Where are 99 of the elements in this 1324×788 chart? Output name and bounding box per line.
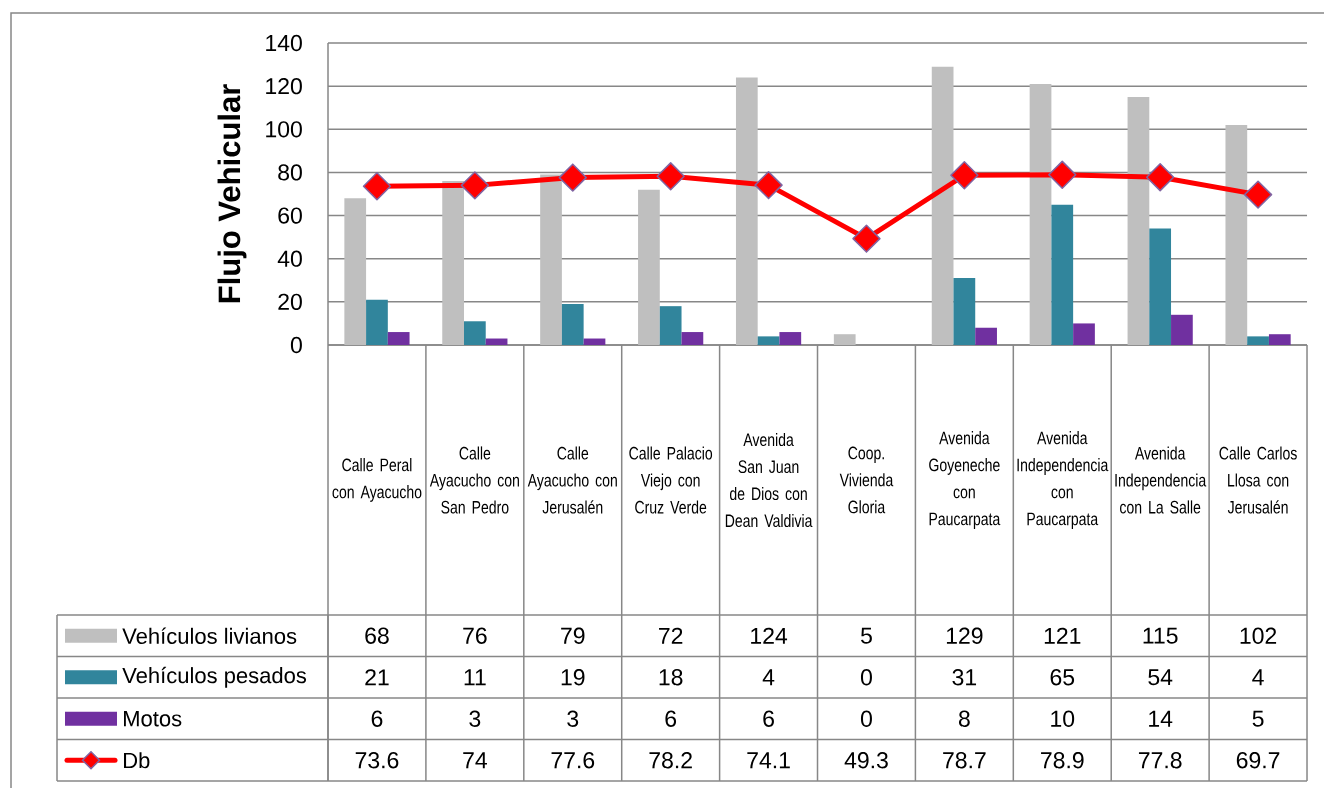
bar (1029, 83, 1052, 345)
data-label: 79 (561, 627, 585, 644)
data-label: 74.1 (747, 752, 790, 769)
data-label: 74 (463, 752, 487, 769)
data-label: 6 (665, 710, 677, 727)
data-label: 78.7 (943, 752, 986, 769)
point (558, 163, 587, 192)
bar (463, 321, 486, 345)
bar (757, 336, 780, 345)
data-label: 19 (561, 669, 585, 686)
bar (638, 189, 660, 345)
x-tick-label: Calle Ayacucho con San Pedro (429, 446, 519, 514)
data-label: 54 (1148, 669, 1173, 686)
point (754, 170, 783, 200)
point (656, 162, 685, 191)
data-label: 3 (469, 710, 481, 727)
data-label: 129 (946, 627, 983, 644)
y-tick-label: 80 (278, 164, 302, 181)
data-label: 121 (1044, 627, 1081, 644)
data-label: 10 (1051, 710, 1075, 727)
point (460, 171, 490, 200)
data-label: 68 (365, 627, 389, 644)
bar (366, 299, 388, 345)
data-label: 5 (1252, 710, 1264, 727)
data-label: 49.3 (844, 752, 888, 769)
data-label: 5 (860, 627, 872, 644)
x-tick-label: Avenida Independencia con La Salle (1115, 446, 1207, 514)
bar (1268, 334, 1291, 345)
bar (681, 332, 704, 345)
data-label: 102 (1240, 627, 1277, 644)
data-label: 73.6 (355, 752, 399, 769)
bar (344, 198, 367, 345)
x-tick-label: Avenida San Juan de Dios con Dean Valdivia (725, 432, 813, 528)
data-label: 77.8 (1138, 752, 1182, 769)
data-label: 115 (1143, 627, 1178, 644)
bar (779, 332, 802, 345)
bar (1149, 228, 1172, 345)
data-label: 6 (371, 710, 383, 727)
data-label: 31 (952, 669, 977, 686)
y-tick-label: 0 (290, 336, 302, 354)
data-label: 18 (659, 669, 683, 686)
point (1243, 180, 1273, 209)
data-label: 76 (463, 627, 487, 644)
x-tick-label: Coop. Vivienda Gloria (839, 446, 894, 514)
data-label: 78.9 (1041, 752, 1084, 769)
x-tick-label: Calle Carlos Llosa con Jerusalén (1219, 446, 1297, 514)
data-label: 72 (659, 627, 683, 644)
y-tick-label: 40 (277, 250, 302, 267)
data-label: 4 (762, 669, 775, 686)
point (852, 224, 881, 253)
legend-label: Vehículos livianos (122, 627, 297, 644)
y-axis-title: Flujo Vehicular (217, 84, 247, 303)
legend-label: Db (124, 752, 150, 769)
bar (1051, 204, 1074, 345)
bar (540, 174, 562, 345)
data-label: 0 (860, 669, 872, 686)
y-tick-label: 100 (266, 121, 302, 138)
data-label: 11 (464, 669, 486, 686)
legend-label: Vehículos pesados (122, 666, 307, 688)
x-tick-label: Calle Palacio Viejo con Cruz Verde (629, 446, 713, 514)
data-label: 8 (958, 710, 970, 727)
bar (953, 278, 976, 345)
data-label: 6 (763, 710, 774, 727)
bar (1127, 96, 1150, 345)
y-tick-label: 20 (278, 293, 302, 310)
bar (931, 66, 954, 345)
bar (1171, 314, 1193, 345)
data-label: 14 (1149, 710, 1173, 727)
point (362, 172, 392, 201)
data-label: 4 (1252, 669, 1264, 686)
bar (735, 77, 758, 345)
y-tick-label: 120 (266, 78, 302, 95)
x-tick-label: Avenida Goyeneche con Paucarpata (929, 431, 1001, 529)
data-label: 21 (365, 669, 389, 686)
data-label: 78.2 (649, 752, 692, 769)
x-tick-label: Calle Peral con Ayacucho (332, 458, 422, 502)
bar (561, 304, 584, 345)
bar (1247, 336, 1269, 345)
point (1145, 162, 1175, 192)
y-tick-label: 60 (278, 207, 302, 224)
bar (833, 334, 856, 345)
bar (1073, 323, 1095, 345)
data-label: 124 (751, 627, 788, 644)
bar (975, 327, 997, 345)
point (1048, 160, 1077, 189)
data-label: 77.6 (551, 752, 595, 769)
x-tick-label: Avenida Independencia con Paucarpata (1017, 431, 1109, 529)
bar (387, 332, 410, 345)
x-tick-label: Calle Ayacucho con Jerusalén (527, 446, 617, 514)
data-label: 3 (567, 710, 579, 727)
point (950, 161, 979, 190)
bar (442, 181, 464, 345)
bar (659, 306, 682, 345)
y-tick-label: 140 (266, 34, 302, 52)
data-label: 65 (1050, 669, 1075, 686)
legend-label: Motos (124, 711, 182, 727)
data-label: 69.7 (1236, 752, 1280, 769)
data-label: 0 (860, 710, 872, 727)
bar (1225, 124, 1248, 345)
